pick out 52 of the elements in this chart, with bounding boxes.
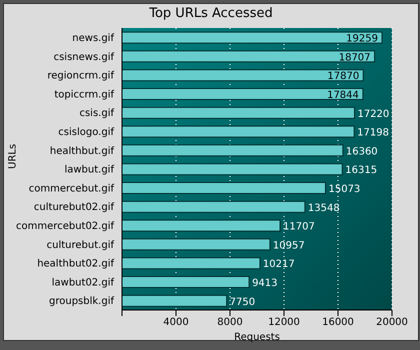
data-label: 16315 (345, 165, 378, 176)
chart-title: Top URLs Accessed (148, 6, 274, 21)
bar (122, 294, 228, 307)
bar (122, 182, 326, 194)
data-label: 7750 (230, 296, 256, 308)
bar (122, 276, 250, 288)
data-label: 17198 (357, 128, 389, 139)
y-tick-label: groupsblk.gif (49, 296, 114, 308)
data-label: 11707 (283, 222, 315, 233)
data-label: 13548 (308, 202, 340, 214)
data-label: 9413 (252, 278, 278, 290)
bar (122, 88, 364, 100)
bar (122, 126, 355, 138)
data-label: 16360 (346, 146, 378, 158)
y-tick-label: topiccrm.gif (54, 89, 114, 100)
y-tick-label: culturebut02.gif (34, 202, 114, 214)
y-tick-label: healthbut02.gif (37, 258, 114, 270)
data-label: 17870 (327, 71, 360, 82)
bar (122, 32, 382, 44)
bar (122, 200, 306, 213)
y-tick-label: news.gif (72, 32, 114, 44)
data-label: 15073 (328, 184, 360, 196)
bar (122, 163, 343, 176)
bar (122, 144, 344, 156)
x-tick-label: 4000 (163, 317, 189, 328)
data-label: 18707 (338, 52, 371, 64)
bar (122, 50, 376, 62)
bar (122, 238, 270, 250)
y-tick-label: culturebut.gif (46, 240, 114, 251)
data-label: 17220 (357, 108, 390, 120)
y-tick-label: csislogo.gif (58, 126, 114, 138)
y-tick-label: healthbut.gif (50, 146, 114, 157)
y-tick-label: regioncrm.gif (47, 70, 114, 82)
data-label: 19259 (346, 34, 378, 45)
x-tick-label: 16000 (322, 317, 354, 328)
bar (122, 257, 260, 270)
bar (122, 69, 364, 82)
x-tick-label: 8000 (217, 317, 243, 328)
data-label: 17844 (327, 90, 359, 102)
data-label: 10217 (262, 259, 295, 270)
bar (122, 106, 355, 119)
data-label: 10957 (272, 240, 305, 252)
y-tick-label: lawbut.gif (64, 164, 114, 176)
bar (122, 220, 281, 232)
x-tick-label: 20000 (376, 317, 408, 328)
y-tick-label: commercebut02.gif (16, 220, 114, 232)
y-tick-label: commercebut.gif (28, 183, 114, 194)
y-tick-label: csis.gif (79, 108, 114, 120)
y-axis-title: URLs (8, 144, 19, 169)
y-tick-label: csisnews.gif (54, 52, 114, 63)
y-tick-label: lawbut02.gif (52, 277, 114, 288)
x-tick-label: 12000 (268, 317, 300, 328)
